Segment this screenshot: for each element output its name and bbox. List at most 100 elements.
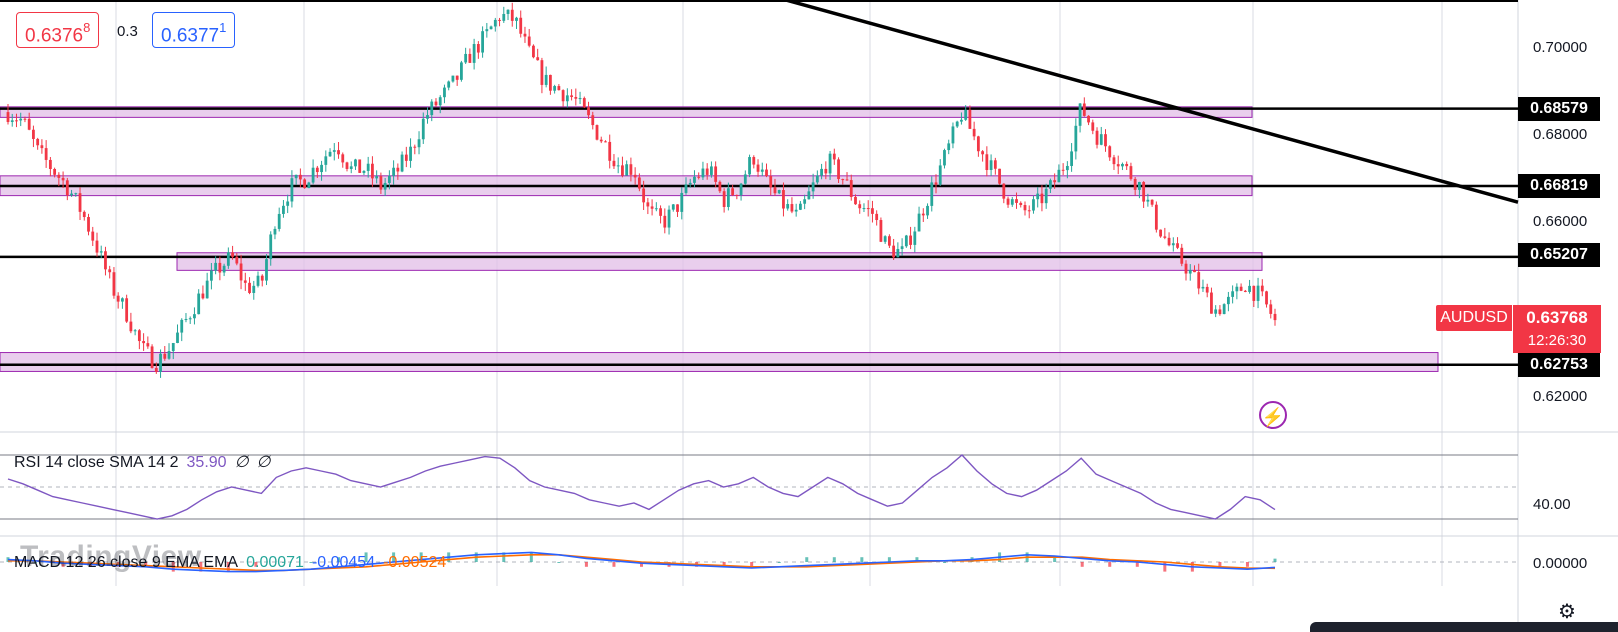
candle-body (154, 367, 158, 372)
trendline (779, 0, 1519, 204)
candle-body (1006, 198, 1010, 205)
candle-body (82, 211, 86, 218)
candle-body (824, 168, 828, 174)
macd-line (7, 551, 1276, 573)
candle-body (1070, 151, 1074, 166)
candle-body (659, 208, 662, 216)
candle-body (19, 118, 23, 121)
levels (0, 107, 1518, 366)
candle-body (1121, 163, 1124, 167)
bid-price: 0.6376 (25, 25, 84, 47)
macd-legend[interactable]: MACD 12 26 close 9 EMA EMA 0.00071 -0.0045… (14, 554, 446, 572)
candle-body (256, 275, 260, 286)
macd-histogram-bar (61, 562, 65, 567)
candle-body (1010, 199, 1014, 205)
candle-body (578, 98, 582, 100)
candle-body (392, 167, 396, 176)
candle-body (972, 128, 976, 137)
candle-body (205, 280, 209, 299)
macd-histogram-bar (34, 562, 38, 563)
y-tick-label: 0.62000 (1533, 388, 1588, 405)
candle-body (379, 176, 383, 190)
y-tick-label: 0.70000 (1533, 39, 1588, 56)
candle-body (460, 62, 463, 80)
candle-body (1053, 180, 1057, 183)
candle-body (472, 44, 476, 63)
bottom-toolbar (1310, 622, 1618, 632)
candle-body (36, 138, 40, 146)
candle-body (159, 353, 162, 372)
candle-body (697, 176, 701, 178)
candle-body (447, 81, 451, 88)
candle-body (298, 174, 302, 180)
sell-button[interactable]: 0.63768 (16, 12, 100, 48)
candle-body (1163, 236, 1167, 238)
candle-body (815, 175, 819, 183)
candle-body (506, 9, 510, 14)
spread-value: 0.3 (117, 23, 138, 40)
support-resistance-zone (0, 352, 1439, 372)
candle-body (570, 95, 573, 98)
candle-body (1125, 163, 1129, 167)
candle-body (1023, 205, 1027, 211)
candle-body (421, 118, 425, 140)
lightning-icon[interactable]: ⚡ (1259, 401, 1287, 429)
macd-histogram-bar (915, 557, 919, 562)
rsi-tick-label: 40.00 (1533, 496, 1571, 513)
candle-body (820, 168, 823, 176)
settings-icon[interactable]: ⚙ (1558, 601, 1576, 623)
candle-body (48, 159, 52, 170)
candle-body (167, 351, 171, 359)
candle-body (1260, 285, 1264, 292)
candle-body (642, 188, 646, 203)
candle-body (654, 208, 658, 210)
macd-histogram-bar (612, 562, 616, 567)
candle-body (345, 162, 349, 169)
macd-histogram-bar (1108, 562, 1112, 567)
macd-pane (0, 551, 1518, 573)
candle-body (591, 115, 595, 126)
candle-body (828, 153, 832, 174)
candle-body (612, 160, 616, 167)
macd-histogram-bar (557, 562, 561, 563)
candle-body (197, 293, 201, 315)
candle-body (667, 209, 671, 228)
candle-body (438, 97, 442, 106)
rsi-legend[interactable]: RSI 14 close SMA 14 2 35.90 ∅ ∅ (14, 452, 270, 472)
candle-body (845, 179, 849, 181)
candle-body (371, 163, 374, 179)
candle-body (608, 141, 612, 161)
candle-body (1176, 243, 1179, 248)
candle-body (718, 181, 722, 192)
candle-body (892, 245, 896, 258)
macd-histogram-bar (805, 557, 809, 562)
macd-label: MACD 12 26 close 9 EMA EMA (14, 554, 239, 571)
candle-body (1269, 304, 1273, 314)
buy-button[interactable]: 0.63771 (152, 12, 236, 48)
macd-histogram-bar (502, 552, 506, 562)
candle-body (15, 120, 18, 122)
macd-histogram-bar (1273, 558, 1277, 562)
candle-body (239, 263, 243, 281)
candle-body (650, 206, 654, 209)
candle-body (807, 191, 811, 200)
candle-body (1082, 103, 1086, 116)
candle-body (837, 159, 840, 180)
candle-body (1218, 309, 1222, 315)
candle-body (1210, 292, 1213, 314)
candle-body (621, 165, 624, 176)
candle-body (307, 182, 311, 189)
macd-histogram-bar (1135, 562, 1139, 567)
candle-body (1205, 286, 1209, 293)
macd-histogram-bar (584, 562, 588, 567)
candle-body (693, 176, 696, 183)
candle-body (1248, 285, 1251, 292)
candle-body (337, 150, 340, 155)
candle-body (464, 53, 468, 63)
level-tag: 0.65207 (1518, 243, 1600, 267)
bid-price-small: 8 (83, 20, 91, 35)
macd-histogram-bar (199, 562, 203, 572)
candle-body (883, 236, 887, 242)
candle-body (10, 120, 14, 122)
